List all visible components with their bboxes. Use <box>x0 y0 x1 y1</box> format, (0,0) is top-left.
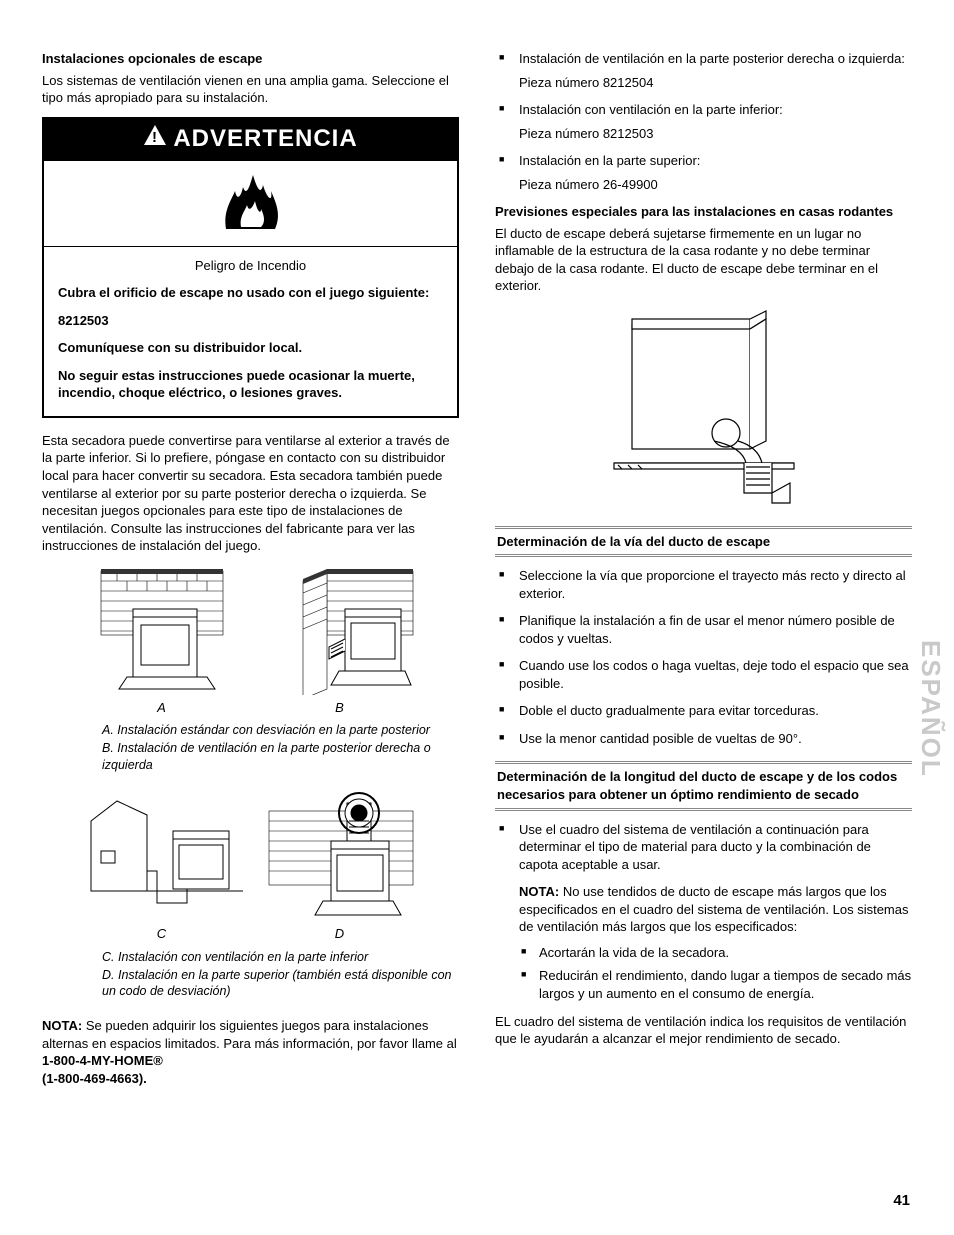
mobile-home-diagram <box>495 307 912 512</box>
list-item: Seleccione la vía que proporcione el tra… <box>495 567 912 602</box>
warning-subhead: Peligro de Incendio <box>58 257 443 275</box>
captions-cd: C. Instalación con ventilación en la par… <box>102 949 459 1000</box>
bullet-sub: Pieza número 8212504 <box>519 74 912 92</box>
bullet-text: Instalación con ventilación en la parte … <box>519 102 783 117</box>
diagram-a: A <box>87 565 237 717</box>
side-language-tab: ESPAÑOL <box>913 640 948 778</box>
warning-header: ! ADVERTENCIA <box>44 119 457 161</box>
phone-label: 1-800-4-MY-HOME® <box>42 1053 163 1068</box>
section2-b1: Use el cuadro del sistema de ventilación… <box>519 822 871 872</box>
page-number: 41 <box>893 1191 910 1211</box>
list-item: Reducirán el rendimiento, dando lugar a … <box>519 967 912 1002</box>
nota2-text: No use tendidos de ducto de escape más l… <box>519 884 909 934</box>
section2-title-box: Determinación de la longitud del ducto d… <box>495 761 912 810</box>
list-item: Planifique la instalación a fin de usar … <box>495 612 912 647</box>
warning-box: ! ADVERTENCIA Peligro de Incendio Cubra … <box>42 117 459 418</box>
section2-title: Determinación de la longitud del ducto d… <box>497 768 910 803</box>
warning-line3: Comuníquese con su distribuidor local. <box>58 339 443 357</box>
bullet-text: Instalación en la parte superior: <box>519 153 700 168</box>
diagram-d-label: D <box>265 925 415 943</box>
list-item: Use el cuadro del sistema de ventilación… <box>495 821 912 1003</box>
section1-bullets: Seleccione la vía que proporcione el tra… <box>495 567 912 747</box>
after-warning-text: Esta secadora puede convertirse para ven… <box>42 432 459 555</box>
list-item: Cuando use los codos o haga vueltas, dej… <box>495 657 912 692</box>
diagram-a-label: A <box>87 699 237 717</box>
diagram-b-label: B <box>265 699 415 717</box>
caption-b: B. Instalación de ventilación en la part… <box>102 740 459 773</box>
section1-title-box: Determinación de la vía del ducto de esc… <box>495 526 912 558</box>
caption-d: D. Instalación en la parte superior (tam… <box>102 967 459 1000</box>
svg-text:!: ! <box>152 129 158 146</box>
bullet-sub: Pieza número 26-49900 <box>519 176 912 194</box>
list-item: Instalación de ventilación en la parte p… <box>495 50 912 91</box>
diagram-c-label: C <box>87 925 237 943</box>
warning-body: Peligro de Incendio Cubra el orificio de… <box>44 246 457 416</box>
list-item: Instalación con ventilación en la parte … <box>495 101 912 142</box>
warning-line4: No seguir estas instrucciones puede ocas… <box>58 367 443 402</box>
page-columns: Instalaciones opcionales de escape Los s… <box>42 50 912 1097</box>
diagram-d: D <box>265 791 415 943</box>
caption-a: A. Instalación estándar con desviación e… <box>102 722 459 738</box>
captions-ab: A. Instalación estándar con desviación e… <box>102 722 459 773</box>
warning-header-text: ADVERTENCIA <box>173 123 357 155</box>
mobile-heading: Previsiones especiales para las instalac… <box>495 203 912 221</box>
warning-line1: Cubra el orificio de escape no usado con… <box>58 284 443 302</box>
section1-title: Determinación de la vía del ducto de esc… <box>497 533 910 551</box>
top-bullets: Instalación de ventilación en la parte p… <box>495 50 912 193</box>
list-item: Instalación en la parte superior: Pieza … <box>495 152 912 193</box>
list-item: Acortarán la vida de la secadora. <box>519 944 912 962</box>
diagram-c: C <box>87 791 237 943</box>
nota-label: NOTA: <box>42 1018 82 1033</box>
warning-triangle-icon: ! <box>143 123 167 155</box>
list-item: Doble el ducto gradualmente para evitar … <box>495 702 912 720</box>
right-column: Instalación de ventilación en la parte p… <box>495 50 912 1097</box>
mobile-text: El ducto de escape deberá sujetarse firm… <box>495 225 912 295</box>
nested-bullets: Acortarán la vida de la secadora. Reduci… <box>519 944 912 1003</box>
list-item: Use la menor cantidad posible de vueltas… <box>495 730 912 748</box>
fire-icon <box>44 161 457 246</box>
diagram-b: B <box>265 565 415 717</box>
bullet-sub: Pieza número 8212503 <box>519 125 912 143</box>
nota2-label: NOTA: <box>519 884 559 899</box>
closing-text: EL cuadro del sistema de ventilación ind… <box>495 1013 912 1048</box>
warning-line2: 8212503 <box>58 312 443 330</box>
nota-text: Se pueden adquirir los siguientes juegos… <box>42 1018 457 1051</box>
phone-paren: (1-800-469-4663). <box>42 1071 147 1086</box>
caption-c: C. Instalación con ventilación en la par… <box>102 949 459 965</box>
left-column: Instalaciones opcionales de escape Los s… <box>42 50 459 1097</box>
left-heading: Instalaciones opcionales de escape <box>42 50 459 68</box>
nota-paragraph: NOTA: Se pueden adquirir los siguientes … <box>42 1017 459 1087</box>
diagram-row-ab: A <box>42 565 459 717</box>
left-intro: Los sistemas de ventilación vienen en un… <box>42 72 459 107</box>
nota2-paragraph: NOTA: No use tendidos de ducto de escape… <box>519 883 912 936</box>
section2-bullets: Use el cuadro del sistema de ventilación… <box>495 821 912 1003</box>
diagram-row-cd: C <box>42 791 459 943</box>
bullet-text: Instalación de ventilación en la parte p… <box>519 51 905 66</box>
